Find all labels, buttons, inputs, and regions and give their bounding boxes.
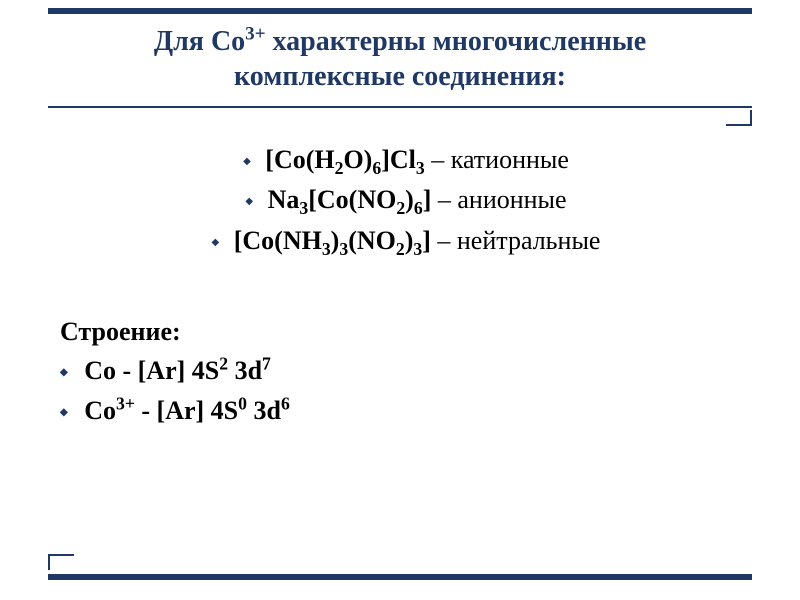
dash: – xyxy=(437,226,457,255)
formula-sub: 3 xyxy=(416,158,425,178)
title-underline xyxy=(48,106,752,108)
title-text-1: Для Co xyxy=(154,26,245,57)
formula-part: [Co(NH xyxy=(234,226,322,255)
list-item: [Co(NH3)3(NO2)3] – нейтральные xyxy=(60,221,752,261)
formula-part: O) xyxy=(343,145,372,174)
structure-list: Co - [Ar] 4S2 3d7 Co3+ - [Ar] 4S0 3d6 xyxy=(60,351,752,432)
formula-sub: 6 xyxy=(372,158,381,178)
formula-part: Na xyxy=(268,185,300,214)
slide-title: Для Co3+ характерны многочисленные компл… xyxy=(48,24,752,94)
formula-part: [Co(H xyxy=(265,145,334,174)
formula-part: [Co(NO xyxy=(308,185,396,214)
list-item: Co - [Ar] 4S2 3d7 xyxy=(60,351,752,391)
formula-sub: 3 xyxy=(339,239,348,259)
list-item: Co3+ - [Ar] 4S0 3d6 xyxy=(60,391,752,431)
complex-list: [Co(H2O)6]Cl3 – катионные Na3[Co(NO2)6] … xyxy=(60,140,752,261)
structure-text: Co xyxy=(84,396,116,425)
top-rule xyxy=(48,8,752,14)
formula-sub: 3 xyxy=(413,239,422,259)
list-item: Na3[Co(NO2)6] – анионные xyxy=(60,180,752,220)
complex-label: катионные xyxy=(451,145,569,174)
title-text-1b: характерны многочисленные xyxy=(266,26,647,57)
complex-label: нейтральные xyxy=(457,226,601,255)
formula-sub: 6 xyxy=(414,198,423,218)
structure-sup: 7 xyxy=(262,353,271,373)
slide-body: [Co(H2O)6]Cl3 – катионные Na3[Co(NO2)6] … xyxy=(60,140,752,431)
structure-text: Co - [Ar] 4S xyxy=(84,356,219,385)
formula-sub: 2 xyxy=(396,198,405,218)
structure-text: - [Ar] 4S xyxy=(135,396,238,425)
formula-part: ] xyxy=(422,226,431,255)
formula-sub: 2 xyxy=(396,239,405,259)
title-text-2: комплексные соединения: xyxy=(234,61,566,92)
structure-sup: 6 xyxy=(281,394,290,414)
structure-heading: Строение: xyxy=(60,317,752,347)
dash: – xyxy=(438,185,458,214)
formula-part: ] xyxy=(423,185,432,214)
structure-sup: 0 xyxy=(238,394,247,414)
bottom-rule xyxy=(48,574,752,580)
title-corner-decoration xyxy=(726,110,752,126)
list-item: [Co(H2O)6]Cl3 – катионные xyxy=(60,140,752,180)
title-sup: 3+ xyxy=(245,24,265,45)
structure-block: Строение: Co - [Ar] 4S2 3d7 Co3+ - [Ar] … xyxy=(60,317,752,432)
complex-label: анионные xyxy=(457,185,566,214)
formula-part: ]Cl xyxy=(381,145,416,174)
structure-text: 3d xyxy=(247,396,281,425)
formula-sub: 3 xyxy=(299,198,308,218)
structure-sup: 3+ xyxy=(116,394,135,414)
bottom-corner-decoration xyxy=(48,554,74,570)
dash: – xyxy=(431,145,451,174)
structure-sup: 2 xyxy=(219,353,228,373)
formula-part: (NO xyxy=(348,226,396,255)
formula-sub: 3 xyxy=(322,239,331,259)
title-block: Для Co3+ характерны многочисленные компл… xyxy=(48,24,752,94)
formula-part: ) xyxy=(405,185,414,214)
slide: Для Co3+ характерны многочисленные компл… xyxy=(0,0,800,600)
structure-text: 3d xyxy=(228,356,262,385)
